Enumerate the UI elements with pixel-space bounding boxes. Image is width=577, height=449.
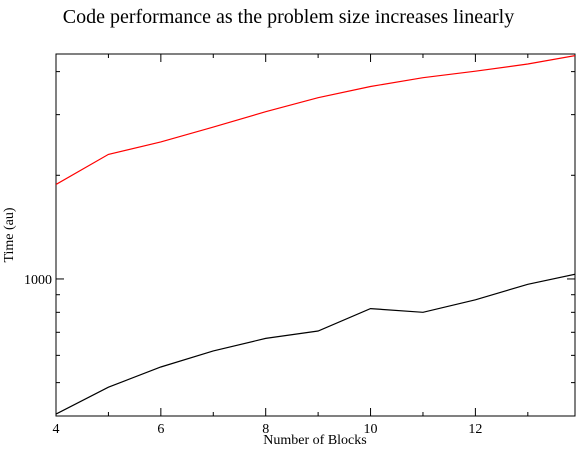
- x-tick-label: 10: [364, 422, 378, 437]
- series-line-1: [56, 55, 575, 186]
- x-tick-label: 12: [468, 422, 482, 437]
- plot-frame: [55, 53, 576, 417]
- x-tick-label: 8: [262, 422, 269, 437]
- x-tick-label: 4: [53, 422, 60, 437]
- x-tick-label: 6: [157, 422, 164, 437]
- y-tick-label: 1000: [24, 273, 52, 288]
- y-axis-title: Time (au): [2, 207, 17, 262]
- x-axis-title: Number of Blocks: [263, 433, 366, 448]
- chart-title: Code performance as the problem size inc…: [62, 6, 515, 28]
- series-line-2: [56, 273, 575, 415]
